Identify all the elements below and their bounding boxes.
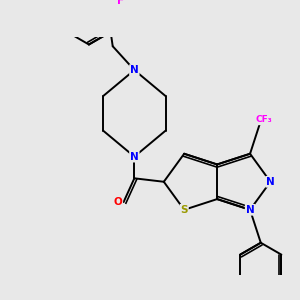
Text: N: N <box>246 205 254 215</box>
Text: S: S <box>180 205 188 215</box>
Text: F: F <box>117 0 124 6</box>
Text: N: N <box>266 177 275 187</box>
Text: N: N <box>130 152 139 162</box>
Text: O: O <box>113 197 122 207</box>
Text: CF₃: CF₃ <box>256 116 273 124</box>
Text: N: N <box>130 65 139 75</box>
